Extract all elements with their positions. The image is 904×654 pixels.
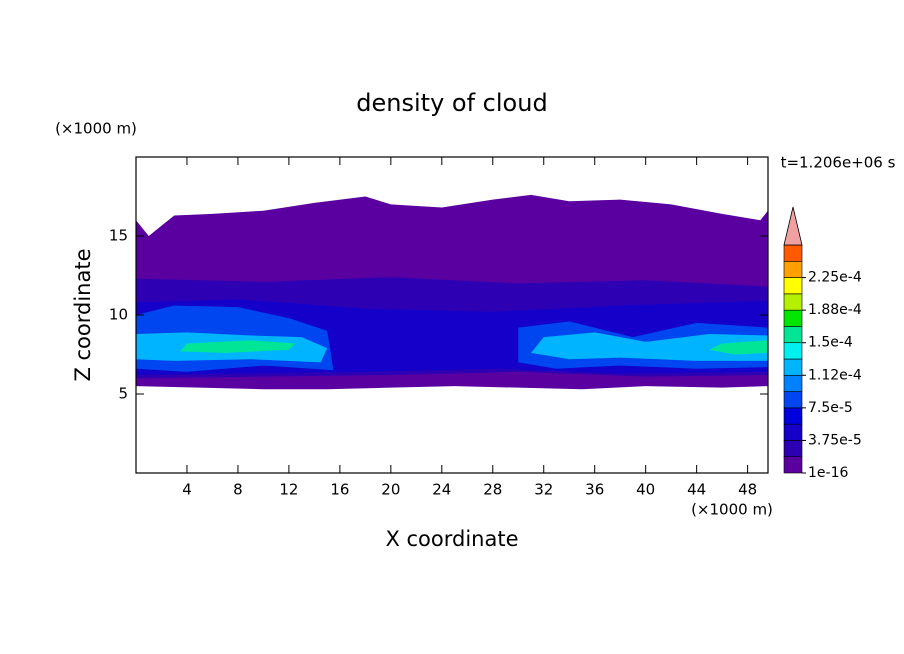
colorbar-box bbox=[783, 326, 803, 344]
x-tick-label: 4 bbox=[182, 481, 192, 499]
colorbar-box bbox=[783, 456, 803, 474]
colorbar-tick-label: 7.5e-5 bbox=[808, 400, 853, 416]
x-tick-label: 12 bbox=[279, 481, 298, 499]
y-axis-title: Z coordinate bbox=[71, 248, 95, 381]
colorbar-box bbox=[783, 407, 803, 425]
colorbar-box bbox=[783, 358, 803, 376]
contour-region bbox=[531, 332, 768, 361]
y-tick-label: 10 bbox=[109, 306, 128, 324]
colorbar-tick-label: 1e-16 bbox=[808, 465, 848, 481]
x-tick-label: 16 bbox=[330, 481, 349, 499]
colorbar-tick-label: 1.12e-4 bbox=[808, 367, 862, 383]
colorbar-box bbox=[783, 244, 803, 262]
colorbar-box bbox=[783, 440, 803, 458]
contour-region bbox=[180, 340, 296, 353]
x-tick-label: 24 bbox=[432, 481, 451, 499]
colorbar-box bbox=[783, 293, 803, 311]
colorbar-box bbox=[783, 309, 803, 327]
x-axis-title: X coordinate bbox=[385, 527, 518, 551]
x-tick-label: 48 bbox=[738, 481, 757, 499]
y-tick-label: 15 bbox=[109, 227, 128, 245]
colorbar-overflow bbox=[783, 206, 803, 246]
y-tick-label: 5 bbox=[118, 385, 128, 403]
y-unit: (×1000 m) bbox=[55, 120, 137, 138]
contour-region bbox=[709, 340, 768, 355]
colorbar-tick-label: 2.25e-4 bbox=[808, 270, 862, 286]
colorbar-box bbox=[783, 423, 803, 441]
x-tick-label: 8 bbox=[233, 481, 243, 499]
colorbar-box bbox=[783, 342, 803, 360]
time-label: t=1.206e+06 s bbox=[781, 154, 896, 172]
colorbar-tick-label: 1.5e-4 bbox=[808, 335, 853, 351]
colorbar-box bbox=[783, 374, 803, 392]
colorbar-tick-label: 1.88e-4 bbox=[808, 302, 862, 318]
x-tick-label: 40 bbox=[636, 481, 655, 499]
colorbar-box bbox=[783, 260, 803, 278]
x-tick-label: 20 bbox=[381, 481, 400, 499]
chart-title: density of cloud bbox=[356, 89, 547, 117]
x-tick-label: 44 bbox=[687, 481, 706, 499]
x-tick-label: 32 bbox=[534, 481, 553, 499]
colorbar-tick-label: 3.75e-5 bbox=[808, 432, 862, 448]
x-tick-label: 28 bbox=[483, 481, 502, 499]
colorbar-box bbox=[783, 277, 803, 295]
x-unit: (×1000 m) bbox=[691, 501, 773, 519]
x-tick-label: 36 bbox=[585, 481, 604, 499]
colorbar-box bbox=[783, 391, 803, 409]
